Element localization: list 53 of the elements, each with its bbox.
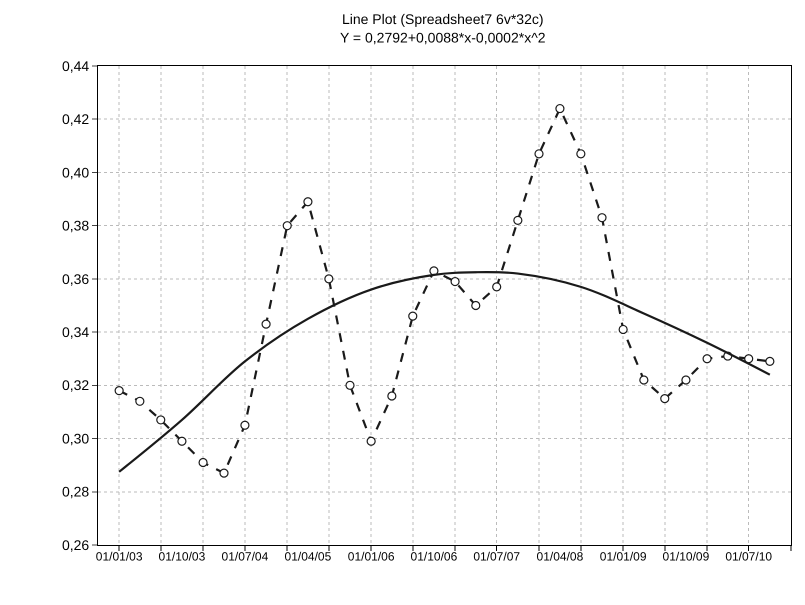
y-tick-label: 0,34 — [62, 324, 90, 340]
point — [555, 104, 565, 114]
point — [744, 354, 754, 364]
x-tick-label: 01/07/07 — [473, 549, 520, 564]
point — [618, 324, 628, 334]
point — [198, 458, 208, 468]
x-tick-label: 01/07/04 — [222, 549, 269, 564]
point — [471, 300, 480, 310]
x-tick-label: 01/01/06 — [348, 549, 395, 564]
x-tick-label: 01/10/03 — [158, 549, 206, 564]
y-tick-label: 0,32 — [62, 377, 90, 394]
y-tick-label: 0,36 — [62, 270, 90, 287]
point — [597, 213, 607, 222]
point — [681, 375, 691, 385]
x-tick-label: 01/04/05 — [284, 549, 332, 564]
chart-title: Line Plot (Spreadsheet7 6v*32c) — [342, 11, 544, 28]
point — [177, 436, 187, 446]
y-tick-label: 0,42 — [62, 111, 90, 128]
point — [366, 436, 376, 446]
point — [702, 354, 712, 364]
x-tick-label: 01/10/06 — [410, 549, 458, 564]
y-tick-label: 0,40 — [62, 164, 90, 180]
point — [345, 380, 355, 390]
point — [387, 391, 396, 401]
point — [156, 415, 166, 425]
point — [576, 149, 586, 158]
y-tick-label: 0,44 — [62, 58, 90, 74]
point — [534, 149, 544, 158]
chart-subtitle: Y = 0,2792+0,0088*x-0,0002*x^2 — [340, 29, 546, 46]
x-tick-label: 01/04/08 — [536, 549, 584, 564]
point — [492, 282, 502, 292]
x-tick-label: 01/10/09 — [662, 549, 710, 564]
point — [324, 274, 334, 284]
point — [219, 468, 229, 478]
point — [639, 375, 648, 385]
x-tick-label: 01/01/03 — [96, 549, 143, 564]
x-tick-label: 01/07/10 — [725, 549, 772, 564]
point — [450, 276, 460, 286]
point — [513, 216, 522, 225]
y-tick-label: 0,38 — [62, 218, 90, 234]
point — [240, 420, 250, 430]
point — [261, 320, 271, 329]
point — [660, 394, 670, 404]
point — [408, 312, 418, 321]
point — [282, 221, 292, 230]
point — [765, 356, 774, 366]
point — [114, 386, 124, 396]
y-tick-label: 0,26 — [62, 536, 90, 553]
y-tick-label: 0,28 — [62, 484, 90, 500]
point — [135, 396, 144, 406]
y-tick-label: 0,30 — [62, 430, 90, 446]
x-tick-label: 01/01/09 — [600, 549, 647, 564]
point — [303, 197, 313, 206]
